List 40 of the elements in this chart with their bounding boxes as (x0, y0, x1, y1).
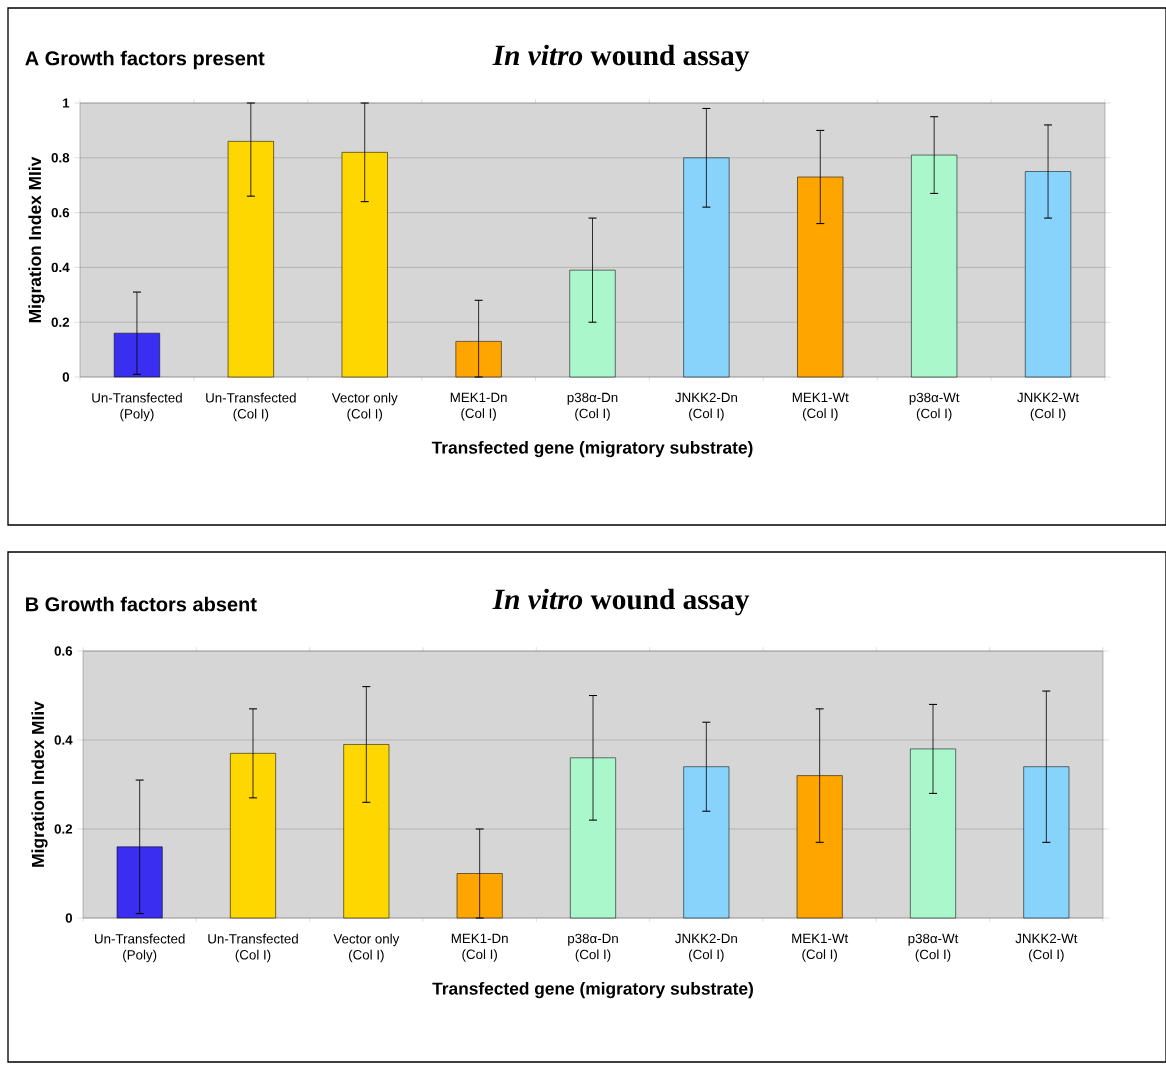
x-tick-label: MEK1-Wt (Col I) (792, 392, 849, 421)
x-tick-label: p38α-Wt (Col I) (909, 392, 960, 421)
y-axis-title: Migration Index MIiv (31, 701, 48, 867)
x-tick-label: Vector only (Col I) (333, 933, 400, 963)
bar (227, 141, 274, 378)
x-tick-label: p38α-Dn (Col I) (567, 392, 618, 421)
x-tick-label: JNKK2-Dn (Col I) (675, 933, 737, 962)
x-axis-title: Transfected gene (migratory substrate) (432, 981, 753, 999)
y-tick-label: 0.6 (51, 207, 70, 218)
y-tick-label: 0.6 (54, 646, 73, 656)
y-tick-label: 0.4 (54, 735, 73, 745)
chart-subtitle: B Growth factors absent (26, 596, 257, 612)
bar (341, 152, 388, 378)
bar (230, 753, 276, 919)
y-tick-label: 0.4 (51, 262, 70, 273)
y-tick-label: 0 (62, 372, 70, 382)
x-tick-label: Un-Transfected (Col I) (206, 392, 296, 422)
y-tick-label: 0.2 (54, 824, 73, 834)
x-tick-label: MEK1-Dn (Col I) (451, 933, 508, 962)
x-tick-label: JNKK2-Dn (Col I) (675, 392, 738, 421)
chart-title: In vitro wound assay (492, 44, 750, 72)
y-axis-title: Migration Index MIiv (28, 156, 45, 323)
y-tick-label: 0.2 (51, 317, 70, 327)
y-tick-label: 0 (65, 913, 73, 923)
chart-title: In vitro wound assay (492, 588, 750, 616)
x-tick-label: MEK1-Wt (Col I) (792, 933, 849, 962)
x-tick-label: Vector only (Col I) (331, 392, 398, 422)
x-tick-label: p38α-Wt (Col I) (908, 933, 959, 962)
x-tick-label: Un-Transfected (Poly) (92, 392, 182, 422)
y-tick-label: 0.8 (51, 153, 70, 163)
x-tick-label: p38α-Dn (Col I) (568, 933, 618, 962)
x-tick-label: MEK1-Dn (Col I) (450, 392, 507, 421)
x-tick-label: Un-Transfected (Poly) (95, 933, 185, 963)
y-tick-label: 1 (63, 98, 70, 108)
bar (343, 744, 390, 919)
x-axis-title: Transfected gene (migratory substrate) (431, 440, 753, 458)
x-tick-label: JNKK2-Wt (Col I) (1017, 392, 1080, 421)
x-tick-label: Un-Transfected (Col I) (208, 933, 298, 963)
x-tick-label: JNKK2-Wt (Col I) (1015, 933, 1078, 962)
chart-subtitle: A Growth factors present (25, 50, 265, 70)
